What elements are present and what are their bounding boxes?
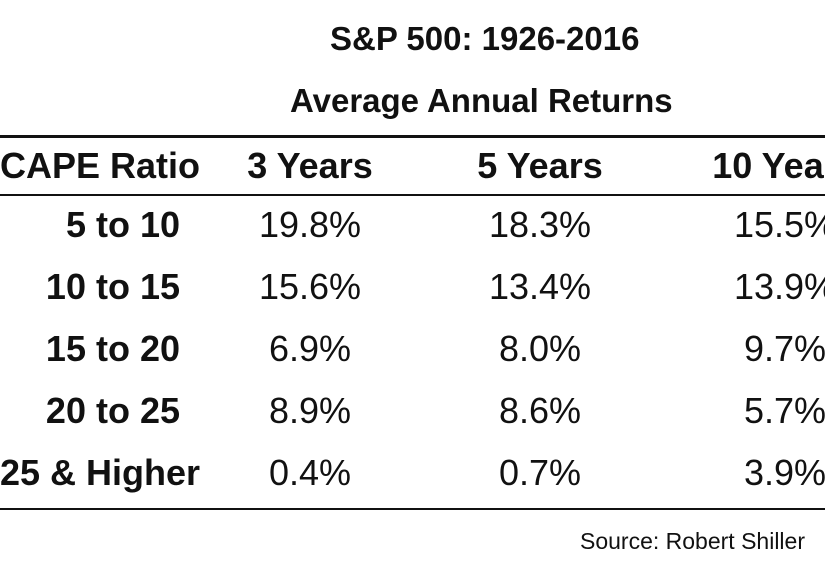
cell-5-years: 8.0%: [498, 328, 582, 369]
cell-5-years: 13.4%: [488, 266, 592, 307]
cell-10-years: 9.7%: [743, 328, 825, 369]
cell-3-years: 15.6%: [258, 266, 362, 307]
cell-10-years: 3.9%: [743, 452, 825, 493]
cell-5-years: 18.3%: [488, 204, 592, 245]
column-header-5-years: 5 Years: [477, 145, 603, 186]
header-row: CAPE Ratio 3 Years 5 Years 10 Years: [0, 138, 825, 194]
cell-3-years: 0.4%: [268, 452, 352, 493]
column-header-cape-ratio: CAPE Ratio: [0, 145, 201, 186]
column-header-10-years: 10 Years: [712, 145, 825, 186]
cell-10-years: 13.9%: [733, 266, 825, 307]
row-label: 10 to 15: [45, 266, 180, 307]
cell-5-years: 0.7%: [498, 452, 582, 493]
table-row: 25 & Higher 0.4% 0.7% 3.9%: [0, 442, 825, 504]
cell-10-years: 15.5%: [733, 204, 825, 245]
column-header-3-years: 3 Years: [247, 145, 373, 186]
top-rule: [0, 135, 825, 138]
bottom-rule: [0, 508, 825, 510]
row-label: 20 to 25: [45, 390, 180, 431]
row-label: 5 to 10: [65, 204, 180, 245]
cell-3-years: 19.8%: [258, 204, 362, 245]
source-note: Source: Robert Shiller: [580, 528, 805, 554]
returns-table: CAPE Ratio 3 Years 5 Years 10 Years 5 to…: [0, 138, 825, 504]
cell-10-years: 5.7%: [743, 390, 825, 431]
cell-3-years: 8.9%: [268, 390, 352, 431]
chart-title: S&P 500: 1926-2016: [330, 20, 640, 57]
cell-5-years: 8.6%: [498, 390, 582, 431]
row-label: 25 & Higher: [0, 452, 201, 493]
row-label: 15 to 20: [45, 328, 180, 369]
chart-subtitle: Average Annual Returns: [290, 82, 673, 119]
header-rule: [0, 194, 825, 196]
table-row: 10 to 15 15.6% 13.4% 13.9%: [0, 256, 825, 318]
cell-3-years: 6.9%: [268, 328, 352, 369]
table-row: 5 to 10 19.8% 18.3% 15.5%: [0, 194, 825, 256]
table-row: 20 to 25 8.9% 8.6% 5.7%: [0, 380, 825, 442]
table-row: 15 to 20 6.9% 8.0% 9.7%: [0, 318, 825, 380]
